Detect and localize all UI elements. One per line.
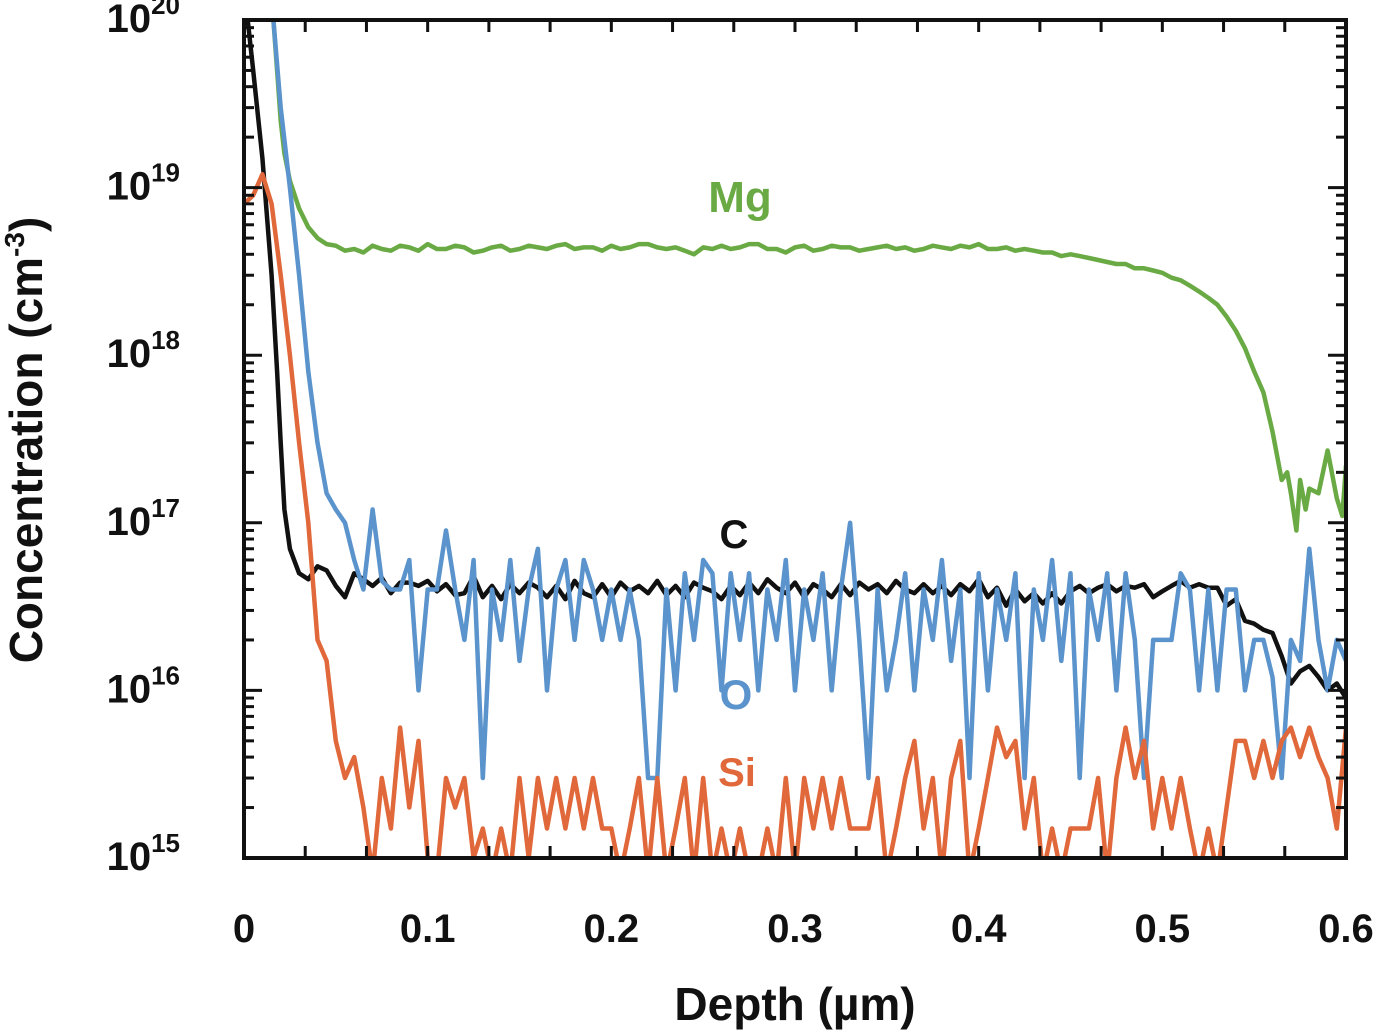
- series-line-mg: [271, 20, 1346, 533]
- plot-frame: [242, 18, 1348, 860]
- series-label-c: C: [720, 513, 749, 557]
- tick-labels: 0 0.1 0.2 0.3 0.4 0.5 0.6101510161017101810191…: [107, 0, 1374, 951]
- ticks-layer: [244, 18, 1346, 860]
- y-axis-label-end: ): [0, 217, 52, 232]
- x-tick-label: 0.5: [1135, 907, 1191, 951]
- y-tick-base: 10: [107, 0, 152, 41]
- y-tick-label: 1020: [107, 0, 180, 41]
- x-tick-label: 0.6: [1318, 907, 1374, 951]
- x-tick-label: 0.3: [767, 907, 823, 951]
- y-tick-label: 1019: [107, 158, 180, 209]
- x-tick-label: 0: [233, 907, 255, 951]
- y-axis-label-exp: -3: [0, 232, 30, 257]
- y-tick-base: 10: [107, 500, 152, 544]
- y-tick-exponent: 19: [151, 158, 180, 188]
- series-label-mg: Mg: [708, 173, 772, 222]
- y-tick-exponent: 18: [151, 325, 180, 355]
- y-tick-label: 1016: [107, 660, 180, 711]
- y-tick-base: 10: [107, 332, 152, 376]
- series-line-si: [244, 172, 1346, 858]
- y-tick-label: 1018: [107, 325, 180, 376]
- y-tick-base: 10: [107, 835, 152, 879]
- y-tick-label: 1015: [107, 828, 180, 879]
- y-tick-label: 1017: [107, 493, 180, 544]
- y-tick-exponent: 15: [151, 828, 180, 858]
- y-tick-exponent: 16: [151, 660, 180, 690]
- x-tick-label: 0.2: [584, 907, 640, 951]
- series-label-si: Si: [718, 751, 756, 795]
- series-line-o: [271, 20, 1346, 781]
- y-axis-label: Concentration (cm-3): [0, 217, 52, 664]
- x-axis-label: Depth (µm): [674, 978, 915, 1030]
- y-axis-label-text: Concentration (cm: [0, 257, 52, 663]
- x-tick-label: 0.4: [951, 907, 1007, 951]
- y-tick-base: 10: [107, 667, 152, 711]
- series-label-o: O: [720, 671, 753, 718]
- x-tick-label: 0.1: [400, 907, 456, 951]
- y-tick-base: 10: [107, 165, 152, 209]
- y-tick-exponent: 17: [151, 493, 180, 523]
- series-layer: [244, 20, 1346, 858]
- y-tick-exponent: 20: [151, 0, 180, 20]
